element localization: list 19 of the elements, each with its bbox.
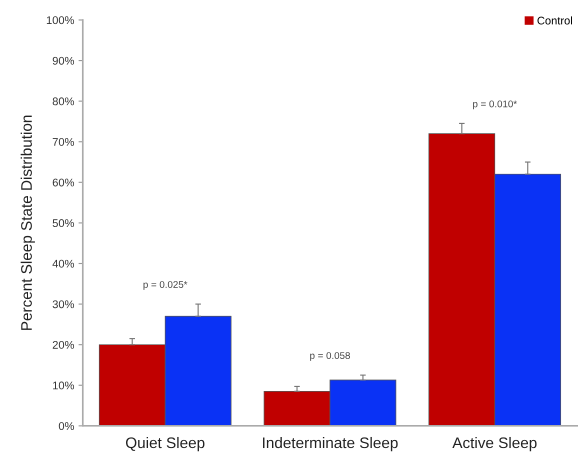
y-tick-label: 10% bbox=[53, 382, 74, 390]
x-tick-label: Active Sleep bbox=[452, 436, 537, 452]
x-tick-label: Quiet Sleep bbox=[126, 436, 204, 452]
y-tick-label: 30% bbox=[52, 300, 74, 308]
legend-label: Control bbox=[537, 16, 572, 25]
y-tick-label: 80% bbox=[52, 97, 74, 106]
y-tick-label: 100% bbox=[46, 16, 74, 24]
y-tick-label: 40% bbox=[52, 260, 74, 268]
x-tick-label: Indeterminate Sleep bbox=[263, 436, 398, 452]
y-tick-label: 0% bbox=[58, 422, 74, 430]
y-tick-label: 60% bbox=[52, 178, 74, 186]
y-tick-label: 50% bbox=[52, 219, 74, 228]
y-axis-title: Percent Sleep State Distribution bbox=[20, 116, 35, 330]
y-tick-label: 90% bbox=[52, 56, 74, 65]
annotation: p = 0.010* bbox=[473, 100, 517, 110]
y-tick-label: 20% bbox=[52, 340, 74, 349]
annotation: p = 0.058 bbox=[310, 352, 350, 361]
annotation: p = 0.025* bbox=[144, 281, 188, 290]
y-tick-label: 70% bbox=[52, 138, 74, 146]
